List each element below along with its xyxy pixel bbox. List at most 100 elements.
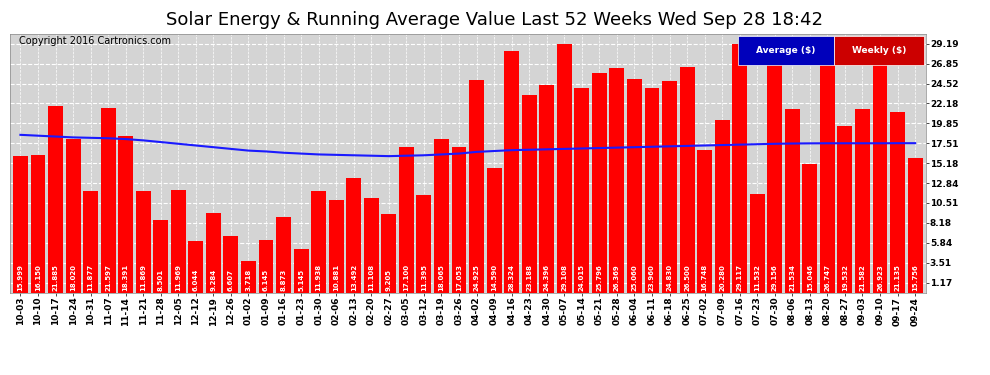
Bar: [522, 95, 537, 292]
Text: 9.205: 9.205: [386, 269, 392, 291]
Text: 9.284: 9.284: [211, 268, 217, 291]
Text: 13.492: 13.492: [350, 264, 356, 291]
Text: 11.108: 11.108: [368, 264, 374, 291]
Bar: [803, 164, 818, 292]
Text: Solar Energy & Running Average Value Last 52 Weeks Wed Sep 28 18:42: Solar Energy & Running Average Value Las…: [166, 11, 824, 29]
Bar: [469, 80, 484, 292]
Bar: [65, 139, 80, 292]
Text: Copyright 2016 Cartronics.com: Copyright 2016 Cartronics.com: [19, 36, 171, 46]
Bar: [101, 108, 116, 292]
Text: 29.117: 29.117: [737, 264, 742, 291]
Bar: [644, 88, 659, 292]
Bar: [311, 191, 326, 292]
Bar: [890, 112, 905, 292]
Bar: [679, 67, 695, 292]
Text: 11.969: 11.969: [175, 264, 181, 291]
Text: 21.534: 21.534: [789, 264, 795, 291]
Text: 16.748: 16.748: [702, 264, 708, 291]
FancyBboxPatch shape: [834, 36, 924, 65]
Bar: [749, 194, 764, 292]
Bar: [610, 68, 625, 292]
Text: 18.065: 18.065: [439, 264, 445, 291]
Text: 6.607: 6.607: [228, 269, 234, 291]
Text: 17.053: 17.053: [456, 264, 462, 291]
Text: Average ($): Average ($): [756, 46, 816, 55]
Text: 11.532: 11.532: [754, 264, 760, 291]
Text: 28.324: 28.324: [509, 264, 515, 291]
Bar: [697, 150, 712, 292]
Bar: [715, 120, 730, 292]
Text: 25.060: 25.060: [632, 264, 638, 291]
Text: 20.280: 20.280: [719, 264, 725, 291]
Text: 26.747: 26.747: [825, 264, 831, 291]
Bar: [908, 158, 923, 292]
Text: 23.188: 23.188: [526, 264, 533, 291]
Text: 11.877: 11.877: [87, 264, 94, 291]
Text: 8.873: 8.873: [280, 268, 286, 291]
Bar: [785, 109, 800, 292]
Text: 3.718: 3.718: [246, 268, 251, 291]
Bar: [662, 81, 677, 292]
Bar: [540, 85, 554, 292]
Bar: [434, 138, 448, 292]
Bar: [592, 73, 607, 292]
Text: 6.044: 6.044: [193, 268, 199, 291]
Bar: [188, 241, 203, 292]
Bar: [294, 249, 309, 292]
Text: 23.960: 23.960: [649, 264, 655, 291]
Text: 24.925: 24.925: [473, 264, 479, 291]
Bar: [767, 44, 782, 292]
Bar: [627, 79, 642, 292]
Text: 24.830: 24.830: [666, 264, 672, 291]
Text: 8.501: 8.501: [157, 268, 163, 291]
Bar: [49, 106, 63, 292]
Bar: [206, 213, 221, 292]
Bar: [153, 220, 168, 292]
Bar: [364, 198, 379, 292]
Text: 14.590: 14.590: [491, 264, 497, 291]
Text: 21.885: 21.885: [52, 264, 58, 291]
Bar: [838, 126, 852, 292]
Text: 29.108: 29.108: [561, 264, 567, 291]
Text: 19.532: 19.532: [842, 264, 848, 291]
Text: 24.396: 24.396: [544, 264, 549, 291]
Bar: [329, 200, 344, 292]
Bar: [855, 109, 870, 292]
Text: 21.135: 21.135: [895, 264, 901, 291]
Bar: [224, 236, 239, 292]
Text: 11.395: 11.395: [421, 264, 427, 291]
Bar: [872, 63, 887, 292]
Bar: [346, 177, 361, 292]
Text: 26.369: 26.369: [614, 264, 620, 291]
Text: 11.938: 11.938: [316, 264, 322, 291]
Text: 16.150: 16.150: [35, 264, 41, 291]
Text: 15.756: 15.756: [912, 264, 918, 291]
Bar: [733, 44, 747, 292]
Bar: [381, 214, 396, 292]
Text: Weekly ($): Weekly ($): [851, 46, 906, 55]
Bar: [417, 195, 432, 292]
Text: 5.145: 5.145: [298, 268, 304, 291]
Text: 17.100: 17.100: [403, 264, 410, 291]
Text: 18.020: 18.020: [70, 264, 76, 291]
Bar: [13, 156, 28, 292]
Bar: [504, 51, 519, 292]
Bar: [31, 155, 46, 292]
Text: 25.796: 25.796: [596, 264, 602, 291]
Bar: [556, 44, 571, 292]
Bar: [241, 261, 256, 292]
Text: 15.046: 15.046: [807, 264, 813, 291]
Text: 21.597: 21.597: [105, 264, 111, 291]
Bar: [171, 190, 186, 292]
Text: 18.391: 18.391: [123, 264, 129, 291]
Bar: [820, 64, 835, 292]
Text: 15.999: 15.999: [18, 264, 24, 291]
Text: 6.145: 6.145: [263, 268, 269, 291]
Text: 10.881: 10.881: [334, 264, 340, 291]
Bar: [574, 88, 589, 292]
Bar: [451, 147, 466, 292]
Text: 24.015: 24.015: [579, 264, 585, 291]
Bar: [487, 168, 502, 292]
Text: 21.582: 21.582: [859, 264, 865, 291]
Bar: [399, 147, 414, 292]
